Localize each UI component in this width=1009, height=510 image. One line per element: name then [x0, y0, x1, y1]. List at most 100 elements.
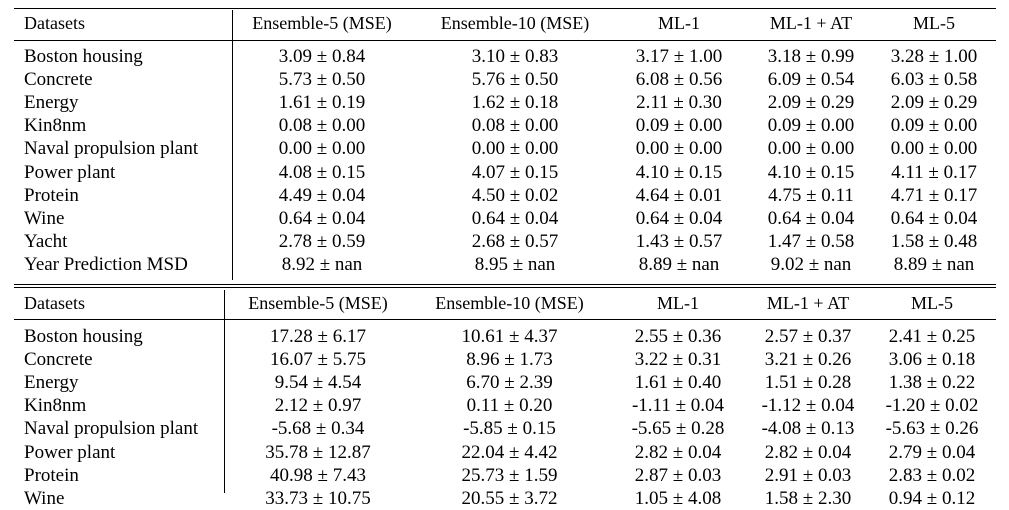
- cell-ml-5: 3.06 ± 0.18: [888, 349, 976, 371]
- cell-ml-1: -5.65 ± 0.28: [631, 418, 725, 440]
- cell-ensemble-10: 2.68 ± 0.57: [471, 230, 559, 252]
- cell-dataset: Wine: [24, 487, 65, 509]
- cell-ml-1-at: 4.75 ± 0.11: [768, 184, 854, 206]
- cell-ml-5: 8.89 ± nan: [893, 253, 975, 275]
- header-ml-1: ML-1: [658, 13, 700, 33]
- table-row: Concrete 5.73 ± 0.50 5.76 ± 0.50 6.08 ± 0.5…: [14, 68, 996, 91]
- header-ml-1: ML-1: [657, 293, 699, 313]
- cell-ensemble-5: 16.07 ± 5.75: [270, 349, 366, 371]
- table-row: Power plant 35.78 ± 12.87 22.04 ± 4.42 2.82…: [14, 441, 996, 464]
- cell-ml-1-at: 1.58 ± 2.30: [764, 487, 852, 509]
- cell-dataset: Protein: [24, 464, 79, 486]
- cell-ensemble-10: -5.85 ± 0.15: [463, 418, 556, 440]
- header-row: Datasets Ensemble-5 (MSE) Ensemble-10 (M…: [14, 12, 996, 35]
- cell-ensemble-10: 6.70 ± 2.39: [466, 372, 553, 394]
- cell-ensemble-10: 1.62 ± 0.18: [471, 92, 559, 114]
- cell-ml-1-at: 2.82 ± 0.04: [764, 441, 852, 463]
- cell-ml-5: 2.79 ± 0.04: [888, 441, 976, 463]
- cell-ensemble-5: 0.08 ± 0.00: [278, 115, 366, 137]
- cell-dataset: Kin8nm: [24, 395, 87, 417]
- cell-ml-1: 6.08 ± 0.56: [635, 69, 723, 91]
- cell-ml-1-at: 2.91 ± 0.03: [764, 464, 852, 486]
- cell-ml-1-at: 0.09 ± 0.00: [767, 115, 855, 137]
- table-row: Concrete 16.07 ± 5.75 8.96 ± 1.73 3.22 ± 0.…: [14, 348, 996, 371]
- table-row: Energy 9.54 ± 4.54 6.70 ± 2.39 1.61 ± 0.40 1…: [14, 371, 996, 394]
- header-ml-5: ML-5: [913, 13, 955, 33]
- table-row: Protein 40.98 ± 7.43 25.73 ± 1.59 2.87 ± 0.…: [14, 464, 996, 487]
- cell-ensemble-5: 2.12 ± 0.97: [274, 395, 362, 417]
- cell-ensemble-10: 0.00 ± 0.00: [471, 138, 559, 160]
- cell-ml-1: 4.64 ± 0.01: [635, 184, 723, 206]
- cell-dataset: Power plant: [24, 161, 116, 183]
- table-row: Boston housing 3.09 ± 0.84 3.10 ± 0.83 3.17…: [14, 45, 996, 68]
- cell-ml-5: 4.71 ± 0.17: [890, 184, 978, 206]
- table-row: Yacht 2.78 ± 0.59 2.68 ± 0.57 1.43 ± 0.57 1.…: [14, 230, 996, 253]
- cell-dataset: Kin8nm: [24, 115, 87, 137]
- cell-ensemble-5: 5.73 ± 0.50: [278, 69, 366, 91]
- cell-ensemble-10: 5.76 ± 0.50: [471, 69, 559, 91]
- column-separator: [232, 10, 233, 280]
- header-rule: [14, 40, 996, 41]
- cell-dataset: Naval propulsion plant: [24, 418, 199, 440]
- table-row: Wine 0.64 ± 0.04 0.64 ± 0.04 0.64 ± 0.04 0.6…: [14, 207, 996, 230]
- cell-ml-1-at: -1.12 ± 0.04: [761, 395, 855, 417]
- cell-ml-1: 3.22 ± 0.31: [634, 349, 722, 371]
- cell-ml-1: 3.17 ± 1.00: [635, 46, 723, 67]
- cell-ml-1: 8.89 ± nan: [638, 253, 720, 275]
- header-ensemble-5: Ensemble-5 (MSE): [248, 293, 388, 313]
- table-row: Wine 33.73 ± 10.75 20.55 ± 3.72 1.05 ± 4.08…: [14, 487, 996, 510]
- cell-ml-5: -5.63 ± 0.26: [885, 418, 979, 440]
- cell-ml-1: 0.00 ± 0.00: [635, 138, 723, 160]
- cell-ml-5: 2.41 ± 0.25: [888, 326, 976, 347]
- cell-dataset: Energy: [24, 92, 79, 114]
- cell-dataset: Boston housing: [24, 46, 143, 67]
- cell-ml-1: 0.09 ± 0.00: [635, 115, 723, 137]
- cell-ensemble-5: 0.00 ± 0.00: [278, 138, 366, 160]
- table-row: Boston housing 17.28 ± 6.17 10.61 ± 4.37 2.…: [14, 325, 996, 348]
- cell-ensemble-10: 20.55 ± 3.72: [461, 487, 558, 509]
- header-datasets: Datasets: [24, 293, 85, 313]
- cell-ensemble-5: 33.73 ± 10.75: [265, 487, 371, 509]
- cell-dataset: Concrete: [24, 349, 93, 371]
- cell-ensemble-5: 4.49 ± 0.04: [278, 184, 366, 206]
- header-ensemble-10: Ensemble-10 (MSE): [440, 13, 590, 33]
- results-table-nll: Datasets Ensemble-5 (MSE) Ensemble-10 (M…: [14, 0, 996, 509]
- double-rule-top: [14, 284, 996, 285]
- cell-ml-1-at: 2.09 ± 0.29: [767, 92, 855, 114]
- cell-ml-1: -1.11 ± 0.04: [631, 395, 725, 417]
- cell-ensemble-5: 4.08 ± 0.15: [278, 161, 366, 183]
- cell-ml-5: 1.58 ± 0.48: [890, 230, 978, 252]
- cell-ensemble-5: 17.28 ± 6.17: [270, 326, 366, 347]
- cell-ensemble-10: 0.64 ± 0.04: [471, 207, 559, 229]
- cell-ml-1-at: 1.51 ± 0.28: [764, 372, 852, 394]
- results-table-mse: Datasets Ensemble-5 (MSE) Ensemble-10 (M…: [14, 0, 996, 280]
- cell-ml-1-at: 0.64 ± 0.04: [767, 207, 855, 229]
- table-row: Naval propulsion plant -5.68 ± 0.34 -5.85 …: [14, 417, 996, 440]
- cell-dataset: Naval propulsion plant: [24, 138, 199, 160]
- header-ensemble-10: Ensemble-10 (MSE): [435, 293, 584, 313]
- cell-dataset: Concrete: [24, 69, 93, 91]
- cell-ml-1-at: 1.47 ± 0.58: [767, 230, 855, 252]
- cell-ml-1-at: 3.18 ± 0.99: [767, 46, 855, 67]
- cell-ml-5: 6.03 ± 0.58: [890, 69, 978, 91]
- cell-ml-5: 2.09 ± 0.29: [890, 92, 978, 114]
- cell-dataset: Wine: [24, 207, 65, 229]
- table-row: Kin8nm 0.08 ± 0.00 0.08 ± 0.00 0.09 ± 0.00 0…: [14, 114, 996, 137]
- header-ml-1-at: ML-1 + AT: [769, 13, 853, 33]
- top-rule: [14, 8, 996, 9]
- header-ml-1-at: ML-1 + AT: [766, 293, 850, 313]
- header-ensemble-5: Ensemble-5 (MSE): [252, 13, 392, 33]
- cell-ensemble-10: 10.61 ± 4.37: [461, 326, 558, 347]
- cell-ml-5: 0.00 ± 0.00: [890, 138, 978, 160]
- header-row: Datasets Ensemble-5 (MSE) Ensemble-10 (M…: [14, 292, 996, 315]
- cell-ml-1-at: 0.00 ± 0.00: [767, 138, 855, 160]
- cell-ml-1-at: 2.57 ± 0.37: [764, 326, 852, 347]
- cell-ensemble-10: 4.50 ± 0.02: [471, 184, 559, 206]
- cell-ensemble-5: 3.09 ± 0.84: [278, 46, 366, 67]
- table-row: Power plant 4.08 ± 0.15 4.07 ± 0.15 4.10 ± …: [14, 161, 996, 184]
- cell-ensemble-10: 25.73 ± 1.59: [461, 464, 558, 486]
- table-row: Year Prediction MSD 8.92 ± nan 8.95 ± nan 8…: [14, 253, 996, 276]
- double-rule-bottom: [14, 287, 996, 288]
- cell-ensemble-10: 8.95 ± nan: [474, 253, 556, 275]
- cell-ensemble-10: 8.96 ± 1.73: [466, 349, 553, 371]
